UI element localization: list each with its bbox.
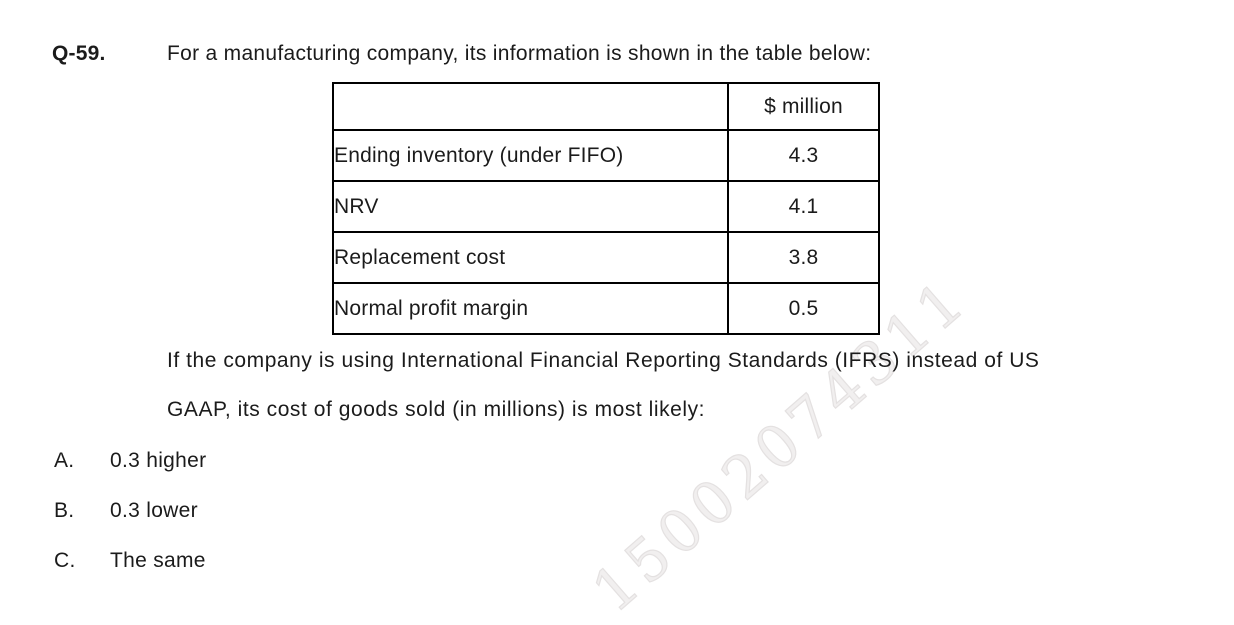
table-header-unit: $ million xyxy=(727,82,880,131)
row-label: NRV xyxy=(332,180,729,233)
question-page: Q-59. For a manufacturing company, its i… xyxy=(0,42,1040,577)
row-label: Replacement cost xyxy=(332,231,729,284)
option-b: B. 0.3 lower xyxy=(0,499,400,527)
row-value: 4.3 xyxy=(727,129,880,182)
table-row: NRV 4.1 xyxy=(332,180,880,233)
option-c: C. The same xyxy=(0,549,400,577)
question-body-line-2: GAAP, its cost of goods sold (in million… xyxy=(167,398,706,421)
table-row: Replacement cost 3.8 xyxy=(332,231,880,284)
option-text: The same xyxy=(110,549,206,572)
option-text: 0.3 higher xyxy=(110,449,207,472)
option-text: 0.3 lower xyxy=(110,499,198,522)
row-value: 4.1 xyxy=(727,180,880,233)
table-header-empty-cell xyxy=(332,82,729,131)
option-letter: C. xyxy=(54,549,76,572)
row-label: Ending inventory (under FIFO) xyxy=(332,129,729,182)
question-number: Q-59. xyxy=(52,42,106,65)
row-label: Normal profit margin xyxy=(332,282,729,335)
table-row: Ending inventory (under FIFO) 4.3 xyxy=(332,129,880,182)
table-header-row: $ million xyxy=(332,82,880,131)
option-a: A. 0.3 higher xyxy=(0,449,400,477)
question-intro: For a manufacturing company, its informa… xyxy=(167,42,872,65)
question-body-line-1: If the company is using International Fi… xyxy=(167,349,1040,372)
option-letter: A. xyxy=(54,449,75,472)
row-value: 0.5 xyxy=(727,282,880,335)
inventory-table: $ million Ending inventory (under FIFO) … xyxy=(332,82,880,335)
option-letter: B. xyxy=(54,499,75,522)
table-row: Normal profit margin 0.5 xyxy=(332,282,880,335)
row-value: 3.8 xyxy=(727,231,880,284)
